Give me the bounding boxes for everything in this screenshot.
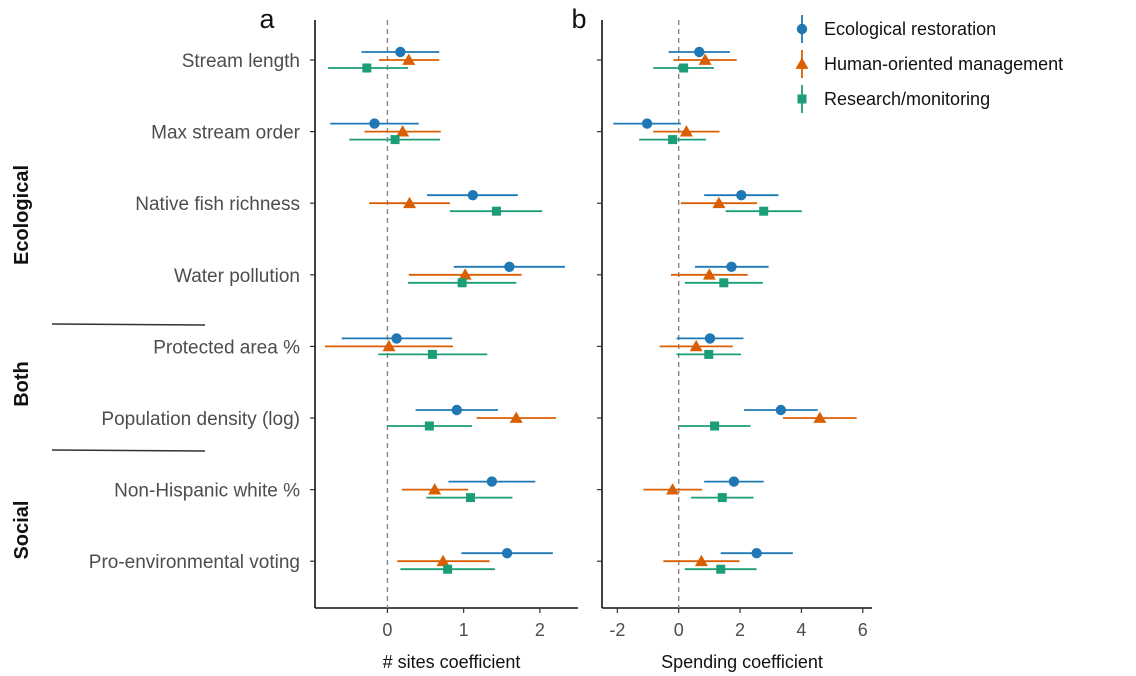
- point-stream-length: [402, 53, 416, 65]
- point-native-fish-richness: [712, 196, 726, 209]
- point-stream-length: [698, 53, 712, 65]
- point-protected-area: [382, 339, 396, 352]
- category-label-max-stream-order: Max stream order: [151, 123, 301, 144]
- series-human-oriented-management: [643, 53, 857, 567]
- point-non-hispanic-white: [428, 483, 442, 495]
- point-max-stream-order: [390, 135, 400, 145]
- point-pro-environmental-voting: [694, 554, 708, 567]
- legend-item-research-monitoring: Research/monitoring: [797, 85, 990, 113]
- category-label-stream-length: Stream length: [182, 51, 300, 72]
- series-research-monitoring: [639, 63, 802, 574]
- group-label-social: Social: [11, 501, 33, 560]
- point-native-fish-richness: [736, 190, 747, 201]
- point-pro-environmental-voting: [751, 548, 762, 559]
- legend-marker: [796, 23, 808, 35]
- point-water-pollution: [719, 278, 729, 288]
- point-population-density-log: [710, 421, 720, 431]
- x-axis-title: # sites coefficient: [383, 652, 521, 672]
- group-separator: [51, 449, 206, 452]
- panel-a: a 0 1 2 # sites coefficient: [259, 4, 578, 672]
- category-label-non-hispanic-white: Non-Hispanic white %: [114, 481, 300, 502]
- category-label-pro-environmental-voting: Pro-environmental voting: [89, 552, 300, 573]
- point-pro-environmental-voting: [443, 564, 453, 574]
- legend-item-ecological-restoration: Ecological restoration: [796, 15, 996, 43]
- point-protected-area: [391, 333, 402, 344]
- point-max-stream-order: [679, 125, 693, 137]
- legend-label: Research/monitoring: [824, 89, 990, 109]
- category-label-population-density-log: Population density (log): [101, 409, 300, 430]
- category-labels: Stream length Max stream order Native fish…: [89, 51, 301, 573]
- category-label-protected-area: Protected area %: [153, 337, 300, 358]
- legend-item-human-oriented-management: Human-oriented management: [795, 50, 1063, 78]
- point-non-hispanic-white: [486, 476, 498, 487]
- point-stream-length: [694, 46, 705, 58]
- group-label-ecological: Ecological: [11, 165, 33, 265]
- category-label-water-pollution: Water pollution: [174, 266, 300, 287]
- point-stream-length: [395, 46, 406, 58]
- x-tick-label: 4: [796, 620, 806, 640]
- point-population-density-log: [775, 404, 787, 416]
- point-population-density-log: [813, 411, 827, 423]
- point-max-stream-order: [641, 118, 653, 129]
- point-water-pollution: [726, 261, 737, 272]
- panel-letter: b: [571, 4, 586, 34]
- x-tick-label: 0: [674, 620, 684, 640]
- group-separator: [51, 323, 206, 326]
- category-label-native-fish-richness: Native fish richness: [135, 194, 300, 215]
- point-water-pollution: [457, 278, 467, 288]
- panel-b: b -2 0 2 4 6 Spending coefficient: [571, 4, 872, 672]
- x-tick-label: 1: [459, 620, 469, 640]
- x-tick-label: 2: [535, 620, 545, 640]
- point-pro-environmental-voting: [716, 564, 726, 574]
- panel-letter: a: [259, 4, 275, 34]
- point-native-fish-richness: [759, 206, 769, 216]
- legend: Ecological restoration Human-oriented man…: [795, 15, 1063, 113]
- point-stream-length: [362, 63, 372, 73]
- point-protected-area: [704, 333, 716, 344]
- point-non-hispanic-white: [466, 493, 476, 503]
- x-tick-label: -2: [609, 620, 625, 640]
- x-axis-title: Spending coefficient: [661, 652, 823, 672]
- x-tick-label: 2: [735, 620, 745, 640]
- point-non-hispanic-white: [728, 476, 740, 487]
- x-tick-label: 6: [858, 620, 868, 640]
- series-human-oriented-management: [324, 53, 556, 567]
- legend-marker: [795, 57, 809, 69]
- point-population-density-log: [424, 421, 434, 431]
- point-pro-environmental-voting: [501, 548, 513, 559]
- legend-marker: [797, 94, 807, 104]
- point-population-density-log: [451, 404, 462, 416]
- legend-label: Human-oriented management: [824, 54, 1063, 74]
- point-water-pollution: [702, 268, 716, 280]
- point-native-fish-richness: [403, 196, 417, 209]
- group-label-both: Both: [11, 361, 33, 407]
- point-population-density-log: [509, 411, 523, 423]
- point-max-stream-order: [369, 118, 380, 129]
- point-max-stream-order: [396, 125, 410, 137]
- x-tick-label: 0: [382, 620, 392, 640]
- series-ecological-restoration: [330, 46, 566, 559]
- point-protected-area: [427, 349, 437, 359]
- point-water-pollution: [504, 261, 515, 272]
- point-native-fish-richness: [467, 190, 478, 201]
- point-pro-environmental-voting: [436, 554, 450, 567]
- point-native-fish-richness: [491, 206, 501, 216]
- point-water-pollution: [458, 268, 472, 280]
- series-ecological-restoration: [613, 46, 818, 559]
- group-labels: Ecological Both Social: [11, 165, 206, 560]
- series-research-monitoring: [327, 63, 543, 574]
- point-non-hispanic-white: [717, 493, 727, 503]
- point-non-hispanic-white: [666, 483, 680, 495]
- point-max-stream-order: [668, 135, 678, 145]
- legend-label: Ecological restoration: [824, 19, 996, 39]
- point-protected-area: [704, 349, 714, 359]
- point-protected-area: [689, 339, 703, 352]
- point-stream-length: [679, 63, 689, 73]
